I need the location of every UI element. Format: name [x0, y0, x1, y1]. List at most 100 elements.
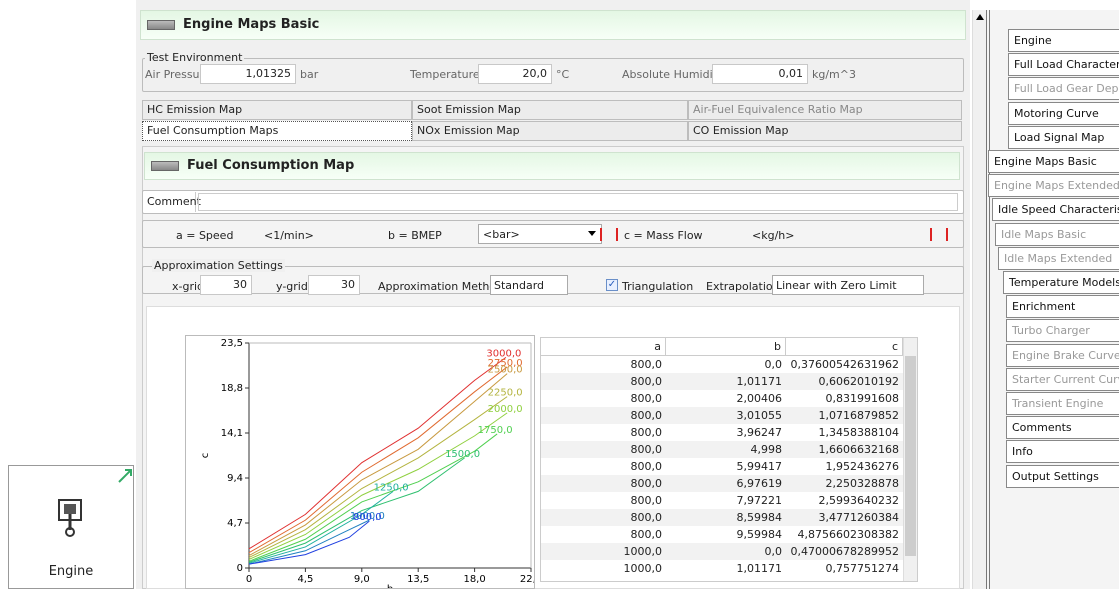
tab[interactable]: NOx Emission Map: [412, 121, 688, 141]
label: Approximation Method: [378, 280, 504, 293]
sidebar-tab[interactable]: Comments: [1006, 416, 1119, 440]
line-label: 2500,0: [488, 365, 523, 376]
tab[interactable]: Fuel Consumption Maps: [142, 121, 412, 141]
sidebar-tab[interactable]: Temperature Models: [1003, 271, 1119, 294]
table-cell: 800,0: [541, 424, 666, 441]
table-cell: 1000,0: [541, 543, 666, 560]
unit-toggle[interactable]: [600, 228, 618, 241]
tab[interactable]: HC Emission Map: [142, 100, 412, 120]
line-label: 1250,0: [374, 482, 409, 493]
comment-input[interactable]: [198, 193, 958, 211]
columns-row: [142, 220, 964, 248]
scroll-thumb[interactable]: [905, 356, 916, 556]
data-line: [248, 356, 507, 550]
field-label: Absolute Humidity: [622, 68, 724, 81]
engine-icon-box[interactable]: Engine: [8, 465, 134, 589]
environment-group: [142, 58, 964, 92]
table-cell: 8,59984: [666, 509, 786, 526]
field-input[interactable]: 1,01325: [200, 64, 296, 84]
unit-select[interactable]: <bar>: [478, 224, 602, 244]
table-cell: 800,0: [541, 458, 666, 475]
table-header: a: [541, 338, 666, 356]
dropdown-arrow: [588, 231, 596, 236]
y-tick-label: 23,5: [221, 338, 243, 349]
table-cell: 1000,0: [541, 560, 666, 577]
unit-toggle[interactable]: [930, 228, 948, 241]
column-name: a = Speed: [176, 229, 234, 242]
x-tick-label: 22,5: [520, 574, 535, 585]
table-cell: 800,0: [541, 475, 666, 492]
group-legend: Approximation Settings: [152, 259, 285, 272]
map-title: Fuel Consumption Map: [187, 158, 355, 173]
sidebar-tab[interactable]: Starter Current Curves: [1006, 367, 1119, 391]
table-cell: 800,0: [541, 356, 666, 373]
table-cell: 0,6062010192: [786, 373, 903, 390]
column-name: c = Mass Flow: [624, 229, 703, 242]
line-label: 2250,0: [488, 388, 523, 399]
sidebar-tab[interactable]: Turbo Charger: [1006, 319, 1119, 343]
table-cell: 0,757751274: [786, 560, 903, 577]
sidebar-tab[interactable]: Idle Speed Characteristic: [992, 198, 1119, 222]
table-cell: 0,47000678289952: [786, 543, 903, 560]
field-input[interactable]: 0,01: [712, 64, 808, 84]
table-header: c: [786, 338, 903, 356]
x-tick-label: 18,0: [463, 574, 485, 585]
sidebar-tab[interactable]: Engine Maps Basic: [988, 150, 1119, 173]
tab[interactable]: Soot Emission Map: [412, 100, 688, 120]
table-cell: 3,4771260384: [786, 509, 903, 526]
y-tick-label: 14,1: [221, 428, 243, 439]
sidebar-tab[interactable]: Engine: [1008, 29, 1119, 52]
table-cell: 800,0: [541, 390, 666, 407]
x-axis-label: b: [387, 584, 393, 589]
chart: 0 4,5 9,0 13,5 18,0 22,5 0 4,7 9,4 14,1 18,8 23,5 b c…: [185, 335, 535, 589]
table-cell: 800,0: [541, 373, 666, 390]
table-cell: 1,01171: [666, 373, 786, 390]
extrapolation-select[interactable]: Linear with Zero Limit: [772, 275, 924, 295]
sidebar-tab[interactable]: Info: [1006, 440, 1119, 464]
sidebar-tab[interactable]: Full Load Characteristic: [1008, 53, 1119, 77]
table-header: b: [666, 338, 786, 356]
column-unit: <1/min>: [264, 229, 314, 242]
grid-input[interactable]: 30: [200, 275, 252, 295]
sidebar-tab[interactable]: Output Settings: [1006, 464, 1119, 488]
line-label: 800,0: [353, 512, 382, 523]
scroll-up[interactable]: [976, 14, 984, 20]
checkbox[interactable]: ✓: [606, 279, 618, 291]
sidebar-tab[interactable]: Idle Maps Basic: [995, 222, 1119, 246]
panel-title: Engine Maps Basic: [183, 17, 320, 32]
sidebar-tab[interactable]: Full Load Gear Depende: [1008, 77, 1119, 101]
panel-header: Engine Maps Basic: [140, 10, 966, 40]
sidebar-tab[interactable]: Load Signal Map: [1008, 125, 1119, 149]
scrollbar[interactable]: [972, 10, 986, 589]
table-cell: 1,01171: [666, 560, 786, 577]
sidebar-tab[interactable]: Transient Engine: [1006, 392, 1119, 415]
x-tick-label: 13,5: [407, 574, 429, 585]
table-cell: 800,0: [541, 509, 666, 526]
y-tick-label: 0: [237, 563, 243, 574]
collapse-button[interactable]: [151, 161, 179, 171]
tab[interactable]: Air-Fuel Equivalence Ratio Map: [688, 100, 962, 120]
field-unit: bar: [300, 68, 319, 81]
field-label: Temperature: [410, 68, 480, 81]
tab[interactable]: CO Emission Map: [688, 121, 962, 141]
sidebar-tab[interactable]: Motoring Curve: [1008, 101, 1119, 125]
sidebar-tab[interactable]: Enrichment: [1006, 295, 1119, 319]
table-cell: 3,96247: [666, 424, 786, 441]
table-cell: 7,97221: [666, 492, 786, 509]
table-cell: 2,5993640232: [786, 492, 903, 509]
grid-input[interactable]: 30: [308, 275, 360, 295]
engine-icon: [58, 499, 82, 537]
sidebar-tab[interactable]: Engine Maps Extended: [988, 174, 1119, 198]
sidebar-tab[interactable]: Idle Maps Extended: [998, 246, 1119, 270]
table-cell: 0,0: [666, 543, 786, 560]
table-cell: 0,0: [666, 356, 786, 373]
collapse-button[interactable]: [147, 20, 175, 30]
table-cell: 5,99417: [666, 458, 786, 475]
field-input[interactable]: 20,0: [478, 64, 552, 84]
method-select[interactable]: Standard: [490, 275, 568, 295]
table-cell: 2,250328878: [786, 475, 903, 492]
sidebar-tab[interactable]: Engine Brake Curve: [1006, 343, 1119, 367]
table-cell: 0,37600542631962: [786, 356, 903, 373]
x-tick-label: 0: [246, 574, 252, 585]
table-cell: 800,0: [541, 492, 666, 509]
